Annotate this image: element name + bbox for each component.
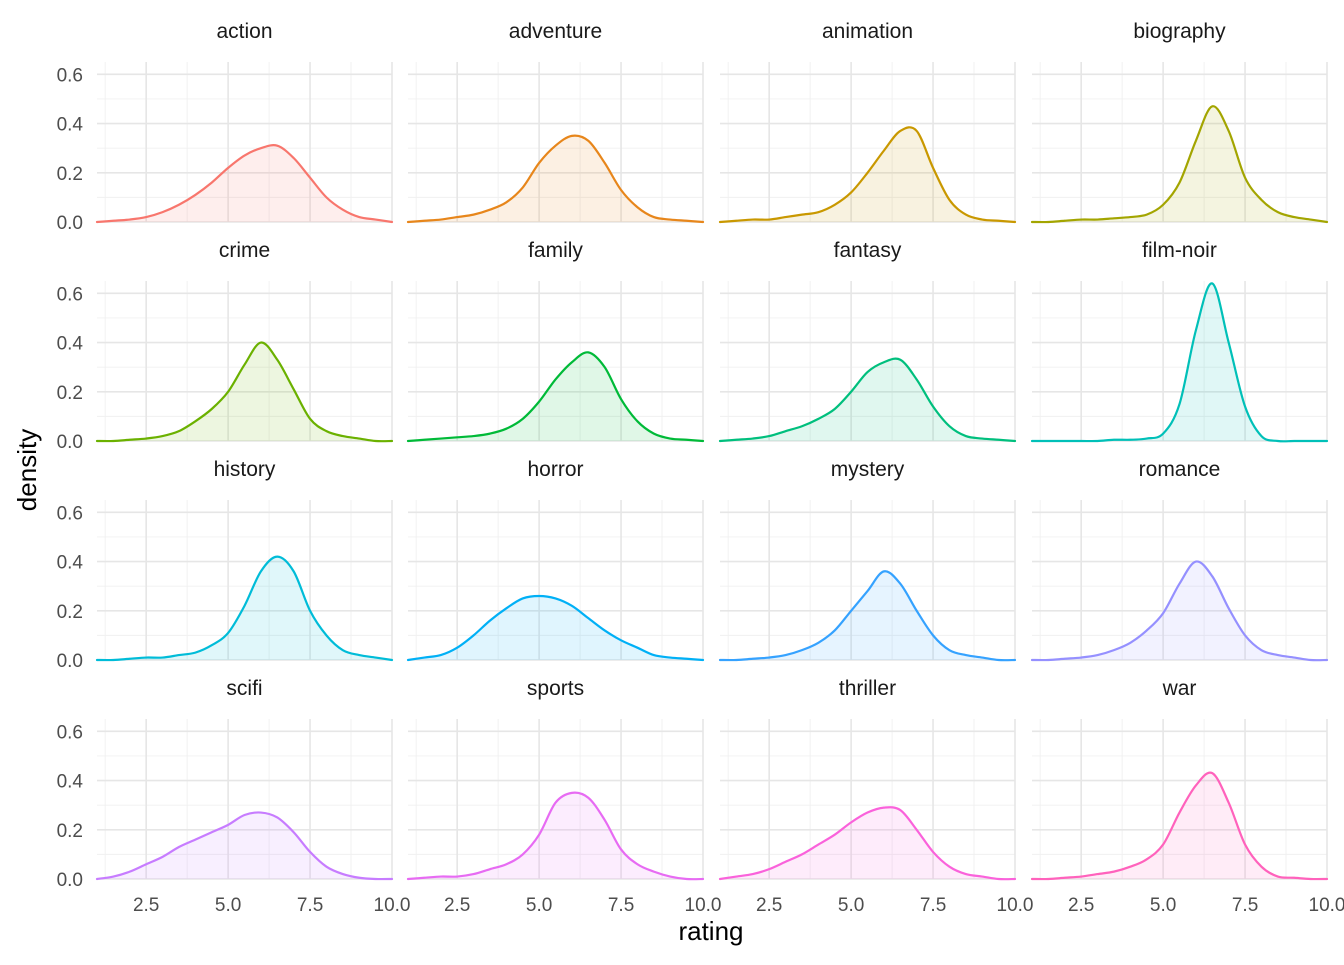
y-tick-label: 0.0 bbox=[57, 432, 83, 453]
panel-family: family bbox=[406, 239, 705, 443]
density-line-sports bbox=[406, 791, 705, 881]
panel-fantasy: fantasy bbox=[718, 239, 1017, 443]
panel-adventure: adventure bbox=[406, 20, 705, 224]
x-tick-label: 10.0 bbox=[685, 895, 722, 916]
density-area-biography bbox=[1032, 106, 1327, 223]
facet-label-action: action bbox=[216, 20, 272, 43]
y-tick-label: 0.6 bbox=[57, 65, 83, 86]
density-line-fantasy bbox=[718, 357, 1017, 443]
facet-label-biography: biography bbox=[1133, 20, 1226, 43]
x-tick-label: 2.5 bbox=[756, 895, 782, 916]
panel-war: war 2.5 5.0 7.5 10.0 bbox=[1030, 677, 1344, 916]
x-tick-label: 2.5 bbox=[1068, 895, 1094, 916]
y-tick-label: 0.6 bbox=[57, 722, 83, 743]
facet-label-mystery: mystery bbox=[831, 458, 905, 481]
density-line-thriller bbox=[718, 806, 1017, 881]
density-area-film-noir bbox=[1032, 283, 1327, 442]
panel-horror: horror bbox=[406, 458, 705, 662]
y-tick-label: 0.0 bbox=[57, 651, 83, 672]
facet-label-animation: animation bbox=[822, 20, 913, 43]
x-tick-label: 7.5 bbox=[297, 895, 323, 916]
facet-label-fantasy: fantasy bbox=[834, 239, 902, 262]
x-axis-title: rating bbox=[678, 916, 743, 946]
x-tick-label: 2.5 bbox=[444, 895, 470, 916]
facet-label-crime: crime bbox=[219, 239, 270, 262]
y-tick-label: 0.6 bbox=[57, 503, 83, 524]
density-line-history bbox=[95, 555, 394, 662]
density-line-film-noir bbox=[1030, 282, 1329, 443]
x-tick-label: 10.0 bbox=[374, 895, 411, 916]
density-area-crime bbox=[97, 342, 392, 442]
density-line-scifi bbox=[95, 811, 394, 881]
density-line-biography bbox=[1030, 105, 1329, 224]
x-tick-label: 5.0 bbox=[838, 895, 864, 916]
density-line-crime bbox=[95, 341, 394, 443]
density-area-history bbox=[97, 556, 392, 661]
density-area-sports bbox=[408, 792, 703, 880]
facet-label-war: war bbox=[1162, 677, 1197, 700]
x-tick-label: 7.5 bbox=[608, 895, 634, 916]
y-tick-label: 0.2 bbox=[57, 164, 83, 185]
density-line-mystery bbox=[718, 570, 1017, 662]
facet-label-adventure: adventure bbox=[509, 20, 602, 43]
panel-scifi: scifi 0.0 0.2 0.4 0.6 2.5 5.0 7.5 10.0 bbox=[57, 677, 411, 916]
facet-label-sports: sports bbox=[527, 677, 584, 700]
x-tick-label: 5.0 bbox=[526, 895, 552, 916]
density-area-scifi bbox=[97, 812, 392, 880]
density-area-horror bbox=[408, 596, 703, 660]
density-line-horror bbox=[406, 594, 705, 662]
density-line-family bbox=[406, 351, 705, 443]
density-area-animation bbox=[720, 127, 1015, 222]
facet-label-film-noir: film-noir bbox=[1142, 239, 1217, 262]
facet-label-horror: horror bbox=[527, 458, 583, 481]
panel-crime: crime 0.0 0.2 0.4 0.6 bbox=[57, 239, 394, 453]
panel-animation: animation bbox=[718, 20, 1017, 224]
x-tick-label: 2.5 bbox=[133, 895, 159, 916]
x-tick-label: 5.0 bbox=[1150, 895, 1176, 916]
x-tick-label: 7.5 bbox=[1232, 895, 1258, 916]
panel-action: action 0.0 0.2 0.4 0.6 bbox=[57, 20, 394, 234]
panel-film-noir: film-noir bbox=[1030, 239, 1329, 443]
y-axis-title: density bbox=[12, 429, 42, 511]
density-area-action bbox=[97, 145, 392, 222]
panel-thriller: thriller 2.5 5.0 7.5 10.0 bbox=[718, 677, 1034, 916]
facet-label-history: history bbox=[214, 458, 276, 481]
panel-mystery: mystery bbox=[718, 458, 1017, 662]
facet-label-thriller: thriller bbox=[839, 677, 896, 700]
density-area-fantasy bbox=[720, 358, 1015, 441]
density-area-family bbox=[408, 352, 703, 441]
density-line-romance bbox=[1030, 560, 1329, 662]
density-area-thriller bbox=[720, 807, 1015, 880]
density-line-action bbox=[95, 144, 394, 224]
density-area-mystery bbox=[720, 571, 1015, 661]
y-tick-label: 0.2 bbox=[57, 821, 83, 842]
facet-label-family: family bbox=[528, 239, 583, 262]
x-tick-label: 7.5 bbox=[920, 895, 946, 916]
panel-biography: biography bbox=[1030, 20, 1329, 224]
y-tick-label: 0.4 bbox=[57, 115, 84, 136]
facet-label-scifi: scifi bbox=[226, 677, 262, 700]
y-tick-label: 0.6 bbox=[57, 284, 83, 305]
density-area-romance bbox=[1032, 561, 1327, 661]
y-tick-label: 0.4 bbox=[57, 553, 84, 574]
y-tick-label: 0.4 bbox=[57, 334, 84, 355]
y-tick-label: 0.0 bbox=[57, 213, 83, 234]
y-tick-label: 0.4 bbox=[57, 772, 84, 793]
panel-sports: sports 2.5 5.0 7.5 10.0 bbox=[406, 677, 722, 916]
x-tick-label: 10.0 bbox=[1309, 895, 1344, 916]
y-tick-label: 0.0 bbox=[57, 870, 83, 891]
density-line-animation bbox=[718, 126, 1017, 224]
density-area-war bbox=[1032, 772, 1327, 880]
density-line-war bbox=[1030, 771, 1329, 881]
y-tick-label: 0.2 bbox=[57, 383, 83, 404]
y-tick-label: 0.2 bbox=[57, 602, 83, 623]
panel-history: history 0.0 0.2 0.4 0.6 bbox=[57, 458, 394, 672]
x-tick-label: 5.0 bbox=[215, 895, 241, 916]
panel-romance: romance bbox=[1030, 458, 1329, 662]
x-tick-label: 10.0 bbox=[997, 895, 1034, 916]
density-line-adventure bbox=[406, 134, 705, 224]
facet-label-romance: romance bbox=[1139, 458, 1221, 481]
